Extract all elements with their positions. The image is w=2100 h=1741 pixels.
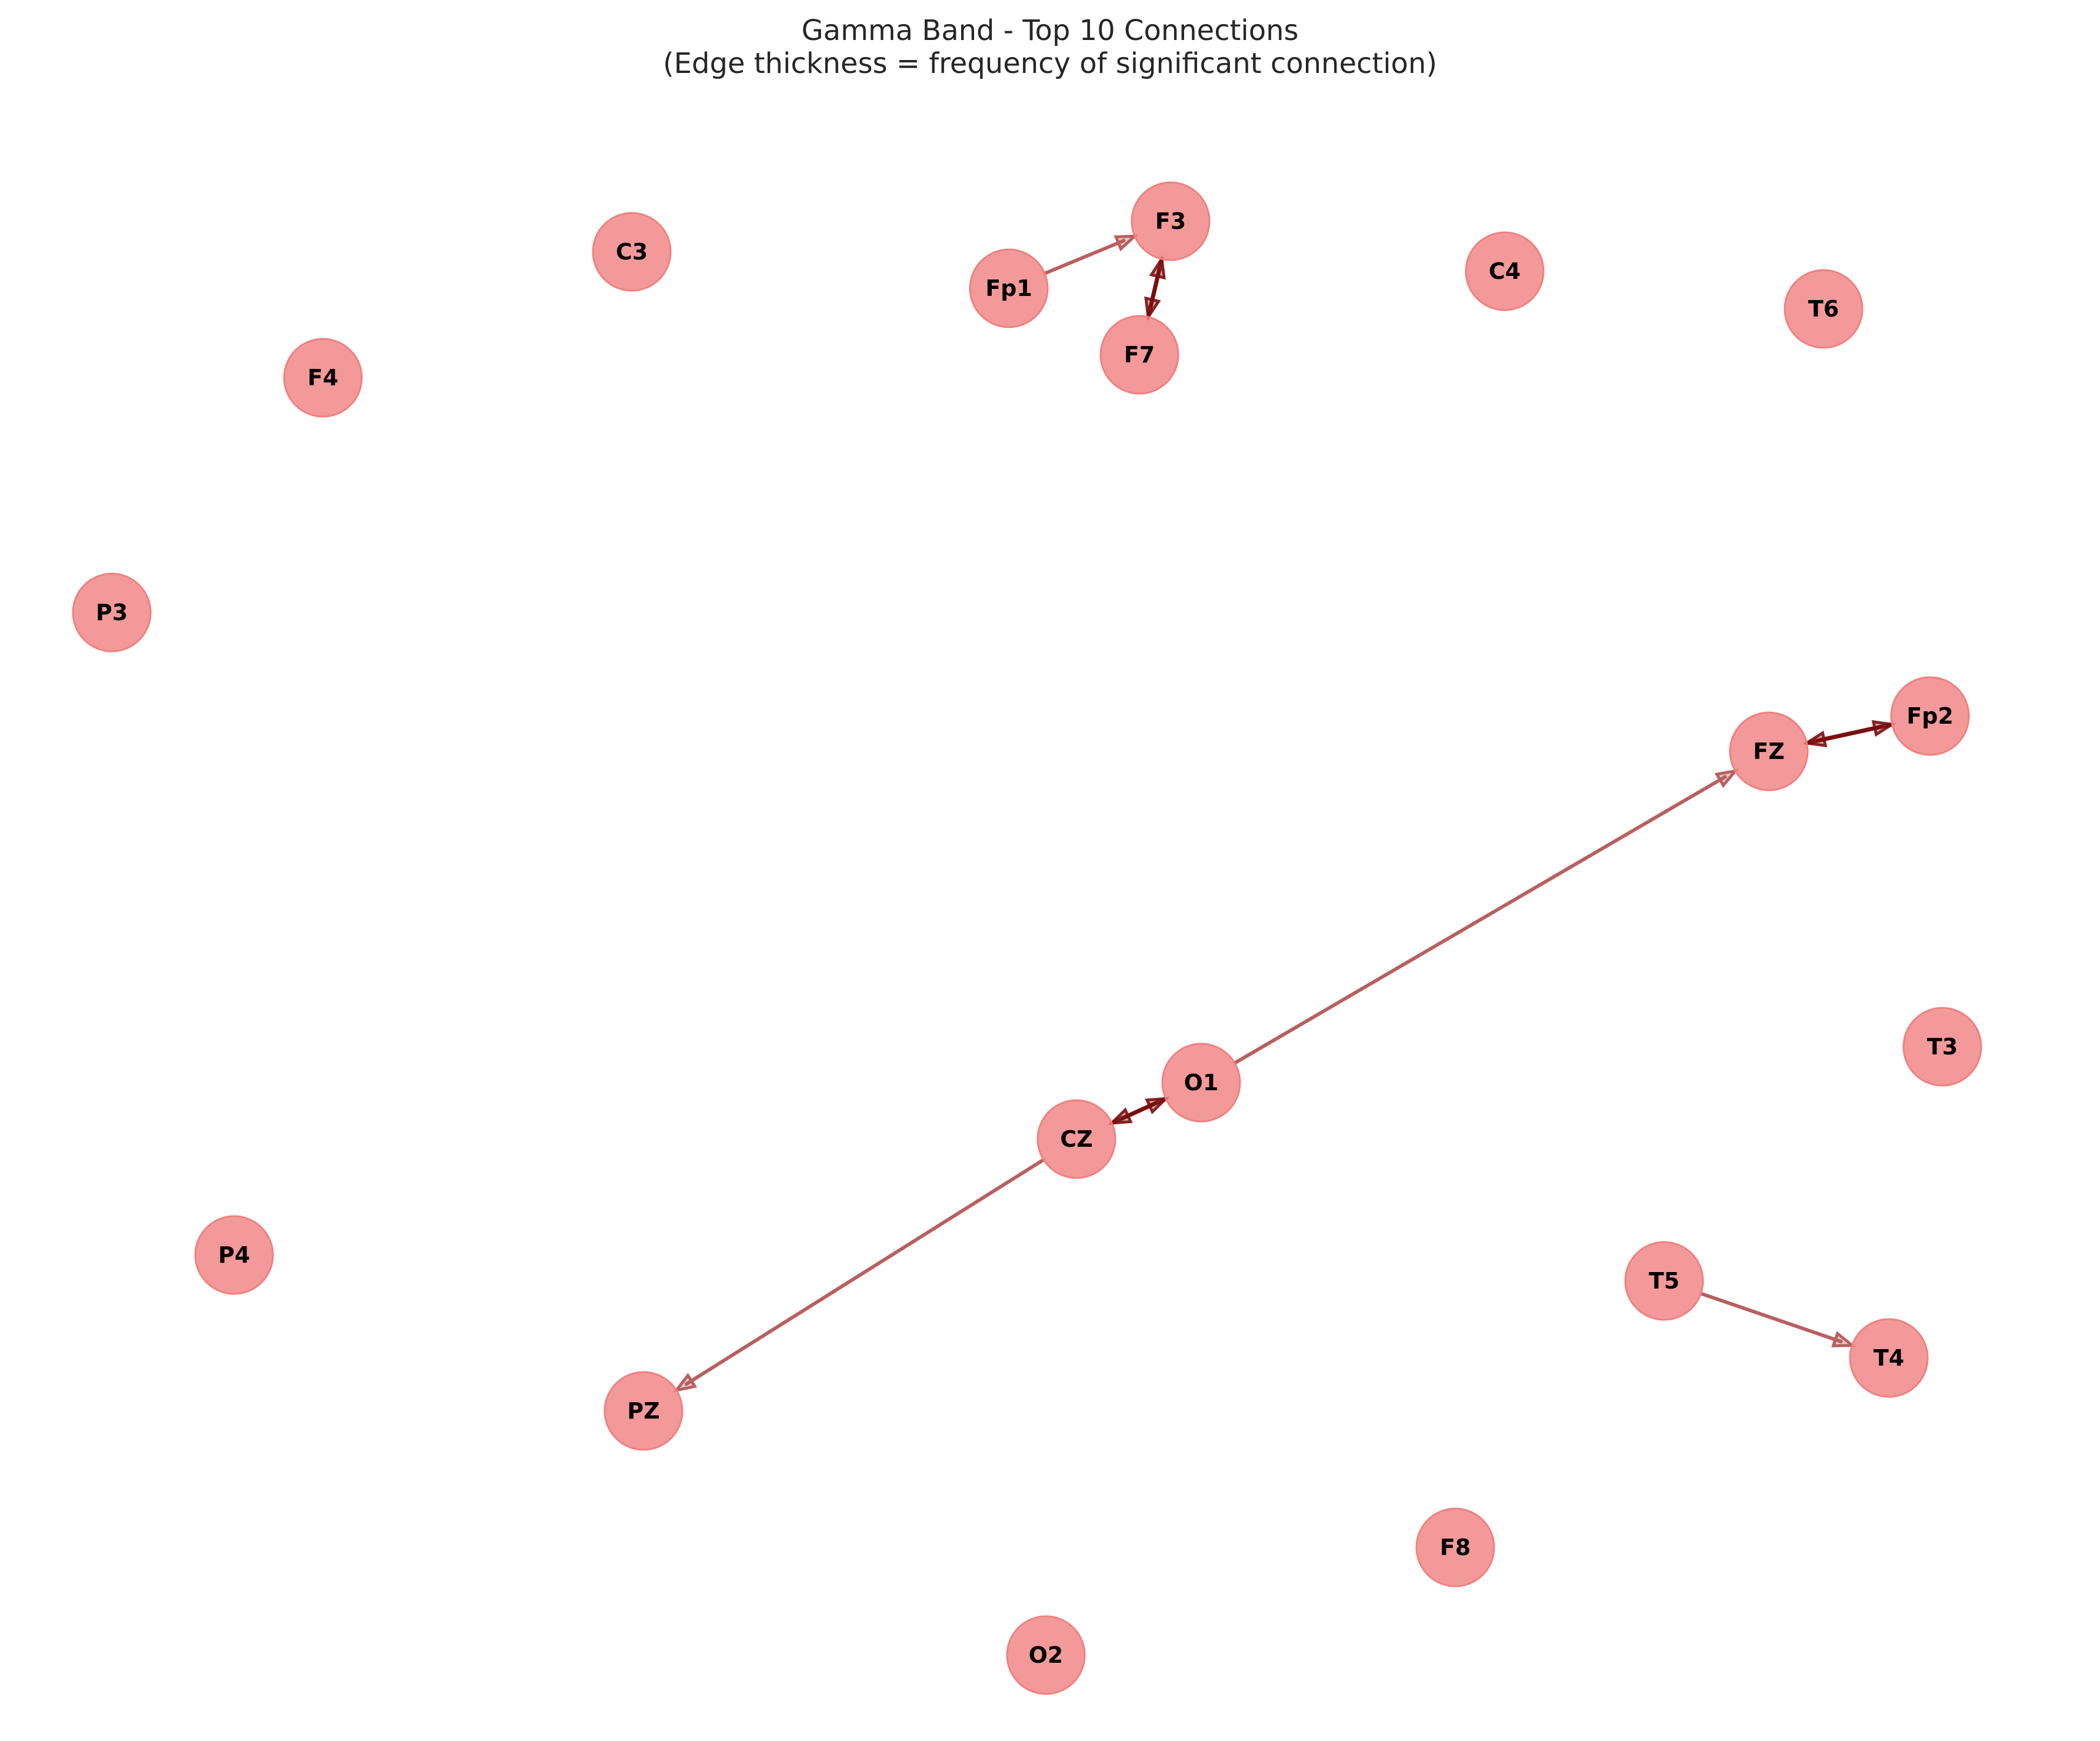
node-T3: T3 <box>1904 1008 1981 1086</box>
edge-CZ-PZ <box>676 1160 1044 1390</box>
edge-arrowhead <box>676 1376 695 1390</box>
node-T4: T4 <box>1850 1319 1928 1397</box>
node-label: O2 <box>1029 1642 1064 1668</box>
nodes-layer: F3 C3 Fp1 C4 T6 F7 F4 P3 Fp2 FZ T3 O1 CZ P4 T5 T4 PZ F8 O2 <box>73 182 1981 1694</box>
edge-CZ-O1 <box>1112 1098 1166 1123</box>
node-label: FZ <box>1753 738 1785 764</box>
edge-O1-FZ <box>1235 771 1735 1063</box>
node-P3: P3 <box>73 574 151 651</box>
node-label: F8 <box>1440 1534 1471 1560</box>
node-label: C3 <box>616 239 648 265</box>
node-label: T4 <box>1874 1345 1904 1371</box>
edges-layer <box>676 236 1892 1390</box>
node-CZ: CZ <box>1038 1100 1115 1178</box>
edge-arrowhead <box>1151 259 1164 278</box>
node-label: C4 <box>1489 258 1521 284</box>
node-label: F7 <box>1124 342 1155 368</box>
edge-F7-F3 <box>1148 259 1164 317</box>
edge-Fp1-F3 <box>1045 236 1135 273</box>
node-label: F3 <box>1155 208 1186 234</box>
node-T5: T5 <box>1625 1242 1703 1320</box>
edge-T5-T4 <box>1701 1293 1852 1346</box>
node-Fp2: Fp2 <box>1891 677 1969 755</box>
node-label: CZ <box>1060 1126 1092 1152</box>
node-label: Fp1 <box>985 275 1032 301</box>
edge-arrowhead <box>1116 236 1135 249</box>
node-label: P4 <box>218 1242 250 1268</box>
node-PZ: PZ <box>605 1372 682 1450</box>
node-P4: P4 <box>195 1216 273 1294</box>
edge-line <box>1235 777 1725 1063</box>
node-C3: C3 <box>593 213 671 291</box>
node-label: T3 <box>1927 1034 1958 1060</box>
edge-arrowhead <box>1874 722 1892 734</box>
node-F8: F8 <box>1416 1509 1494 1586</box>
edge-line <box>1045 241 1124 274</box>
chart-subtitle: (Edge thickness = frequency of significa… <box>663 47 1437 80</box>
chart-title: Gamma Band - Top 10 Connections <box>801 14 1298 47</box>
node-label: T5 <box>1649 1268 1679 1294</box>
edge-arrowhead <box>1834 1333 1852 1346</box>
edge-line <box>1701 1293 1841 1341</box>
node-label: F4 <box>308 365 338 391</box>
node-label: PZ <box>627 1398 659 1424</box>
edge-FZ-Fp2 <box>1806 722 1892 743</box>
node-label: T6 <box>1808 296 1839 322</box>
edge-arrowhead <box>1717 771 1735 785</box>
edge-line <box>686 1160 1044 1384</box>
node-Fp1: Fp1 <box>970 249 1048 327</box>
edge-arrowhead <box>1147 1098 1166 1111</box>
node-O1: O1 <box>1162 1044 1240 1121</box>
node-label: Fp2 <box>1906 703 1954 729</box>
node-F7: F7 <box>1101 316 1178 394</box>
node-F3: F3 <box>1132 182 1209 260</box>
node-label: O1 <box>1184 1070 1219 1096</box>
node-FZ: FZ <box>1730 713 1808 790</box>
node-label: P3 <box>96 600 128 625</box>
node-O2: O2 <box>1007 1616 1085 1694</box>
node-F4: F4 <box>284 339 362 417</box>
node-T6: T6 <box>1785 270 1862 348</box>
node-C4: C4 <box>1466 232 1544 310</box>
